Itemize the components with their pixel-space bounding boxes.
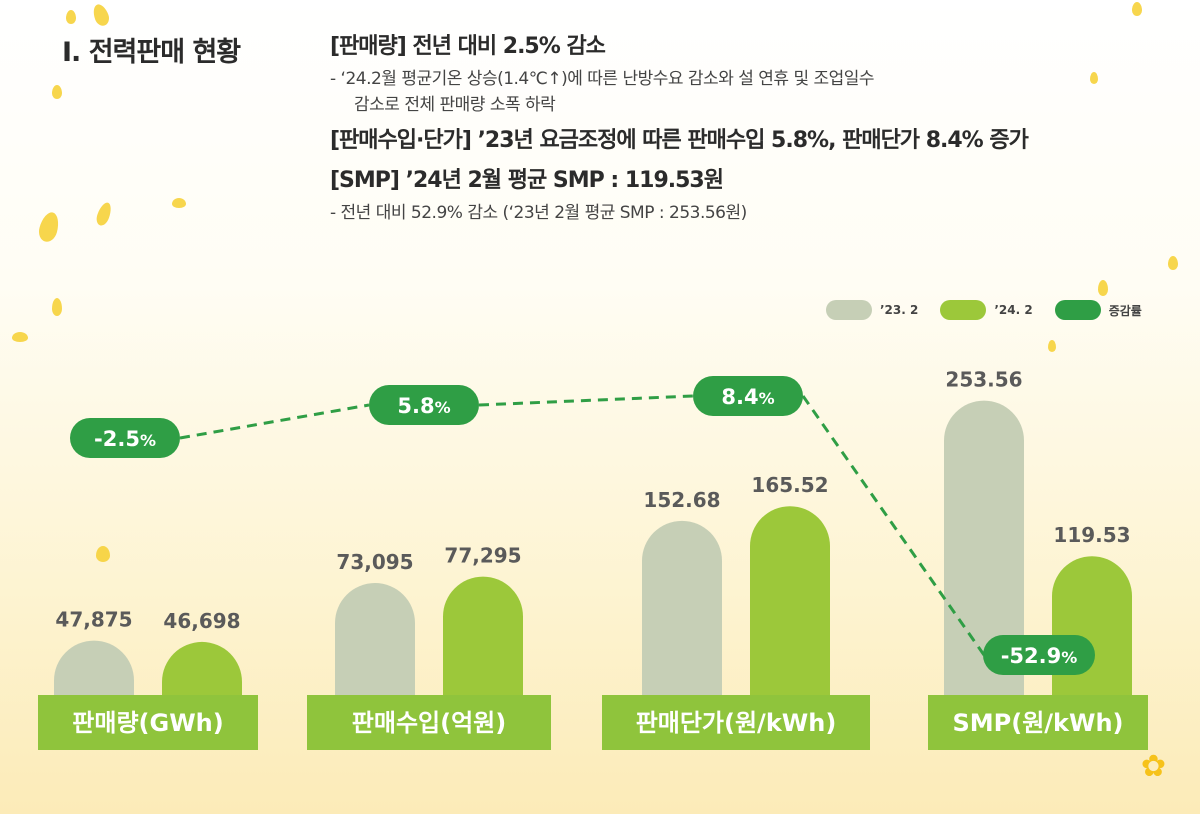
rate-trend-line <box>179 403 370 440</box>
rate-trend-line <box>801 395 986 656</box>
bar-2023-2 <box>642 520 722 735</box>
bar-value-label: 165.52 <box>751 473 828 497</box>
rate-badge <box>693 376 803 416</box>
petal-decoration <box>1132 2 1142 16</box>
petal-decoration <box>172 198 186 208</box>
summary-block: [판매량] 전년 대비 2.5% 감소 - ‘24.2월 평균기온 상승(1.4… <box>330 32 1190 226</box>
rate-unit: % <box>140 431 156 450</box>
chart-legend: ’23. 2 ’24. 2 증감률 <box>826 300 1164 320</box>
rate-unit: % <box>435 398 451 417</box>
rate-value: 5.8 <box>397 394 434 418</box>
bar-2023-3 <box>944 400 1024 735</box>
rate-badge-label: -2.5% <box>94 427 156 451</box>
legend-item-2023: ’23. 2 <box>826 300 918 320</box>
bar-value-label: 46,698 <box>163 609 240 633</box>
rate-trend-line <box>478 394 694 407</box>
category-label-bar <box>602 695 870 750</box>
bar-value-label: 77,295 <box>444 544 521 568</box>
smp-detail: - 전년 대비 52.9% 감소 (‘23년 2월 평균 SMP : 253.5… <box>330 203 747 223</box>
flower-bee-icon: ✿ <box>1140 749 1166 784</box>
rate-badge-label: 5.8% <box>397 394 450 418</box>
bar-value-label: 253.56 <box>945 368 1022 392</box>
legend-item-rate: 증감률 <box>1054 300 1142 320</box>
rate-badge-label: -52.9% <box>1001 644 1078 668</box>
petal-decoration <box>66 10 76 24</box>
sales-volume-detail-line1: - ‘24.2월 평균기온 상승(1.4℃↑)에 따른 난방수요 감소와 설 연… <box>330 69 875 89</box>
rate-value: -2.5 <box>94 427 140 451</box>
category-label: 판매량(GWh) <box>72 709 223 737</box>
sales-volume-detail-line2: 감소로 전체 판매량 소폭 하락 <box>354 95 556 115</box>
sales-volume-detail: - ‘24.2월 평균기온 상승(1.4℃↑)에 따른 난방수요 감소와 설 연… <box>330 66 1190 118</box>
petal-decoration <box>96 546 110 562</box>
bar-value-label: 73,095 <box>336 550 413 574</box>
bar-2024-2 <box>750 506 830 735</box>
petal-decoration <box>12 332 28 342</box>
bar-value-label: 47,875 <box>55 608 132 632</box>
sales-volume-headline: [판매량] 전년 대비 2.5% 감소 <box>330 34 606 59</box>
legend-swatch-2023 <box>826 300 872 320</box>
category-label: 판매수입(억원) <box>352 709 506 737</box>
petal-decoration <box>1098 280 1108 296</box>
rate-value: 8.4 <box>721 385 758 409</box>
category-label-bar <box>38 695 258 750</box>
category-label: SMP(원/kWh) <box>952 709 1123 737</box>
revenue-price-headline: [판매수입·단가] ’23년 요금조정에 따른 판매수입 5.8%, 판매단가 … <box>330 128 1029 153</box>
petal-decoration <box>1168 256 1178 270</box>
legend-label-2023: ’23. 2 <box>880 303 919 317</box>
rate-value: -52.9 <box>1001 644 1062 668</box>
petal-decoration <box>52 85 62 99</box>
bar-value-label: 152.68 <box>643 488 720 512</box>
bar-value-label: 119.53 <box>1053 523 1130 547</box>
category-label-bar <box>928 695 1148 750</box>
legend-label-rate: 증감률 <box>1108 303 1142 318</box>
rate-unit: % <box>1061 648 1077 667</box>
rate-badge <box>70 418 180 458</box>
rate-badge-label: 8.4% <box>721 385 774 409</box>
legend-swatch-2024 <box>940 300 987 320</box>
legend-item-2024: ’24. 2 <box>940 300 1033 320</box>
legend-swatch-rate <box>1054 300 1101 320</box>
rate-badge <box>983 635 1095 675</box>
legend-label-2024: ’24. 2 <box>994 303 1033 317</box>
smp-headline: [SMP] ’24년 2월 평균 SMP : 119.53원 <box>330 168 724 193</box>
category-label: 판매단가(원/kWh) <box>636 709 837 737</box>
rate-unit: % <box>759 389 775 408</box>
petal-decoration <box>52 298 62 316</box>
petal-decoration <box>1090 72 1098 84</box>
petal-decoration <box>1048 340 1056 352</box>
page-title: I. 전력판매 현황 <box>62 37 241 68</box>
rate-badge <box>369 385 479 425</box>
category-label-bar <box>307 695 551 750</box>
